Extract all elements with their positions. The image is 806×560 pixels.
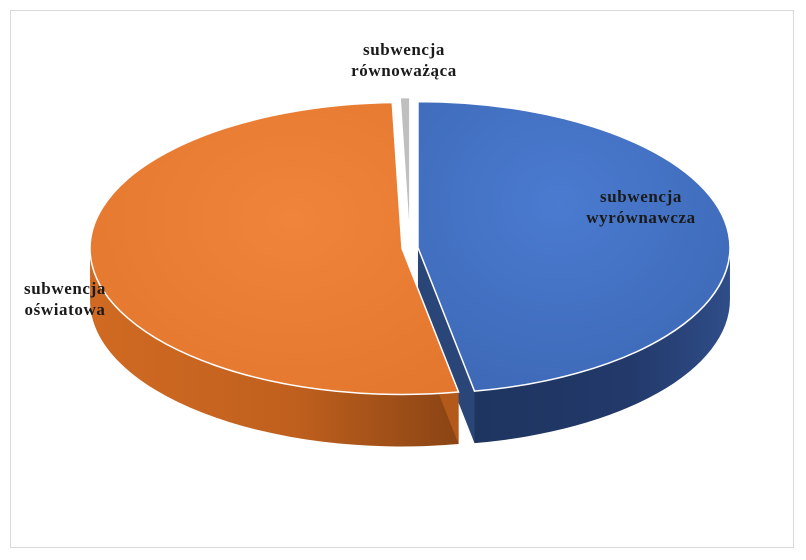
pie-slice-side-1 <box>90 248 459 447</box>
pie-slice-side-0 <box>474 247 730 444</box>
pie-slice-0 <box>417 100 731 392</box>
slice-label-2: subwencja równoważąca <box>351 40 457 80</box>
slice-label-line: subwencja <box>600 187 682 206</box>
pie-slice-2 <box>399 96 411 244</box>
slice-label-0: subwencja wyrównawcza <box>586 187 696 227</box>
pie-slice-cut-0 <box>417 247 475 444</box>
slice-label-line: subwencja <box>363 40 445 59</box>
slice-label-line: wyrównawcza <box>586 208 696 227</box>
pie-slice-1 <box>89 101 460 396</box>
slice-label-line: oświatowa <box>25 300 106 319</box>
slice-label-line: subwencja <box>24 279 106 298</box>
slice-label-1: subwencja oświatowa <box>24 279 106 319</box>
slice-label-line: równoważąca <box>351 61 457 80</box>
